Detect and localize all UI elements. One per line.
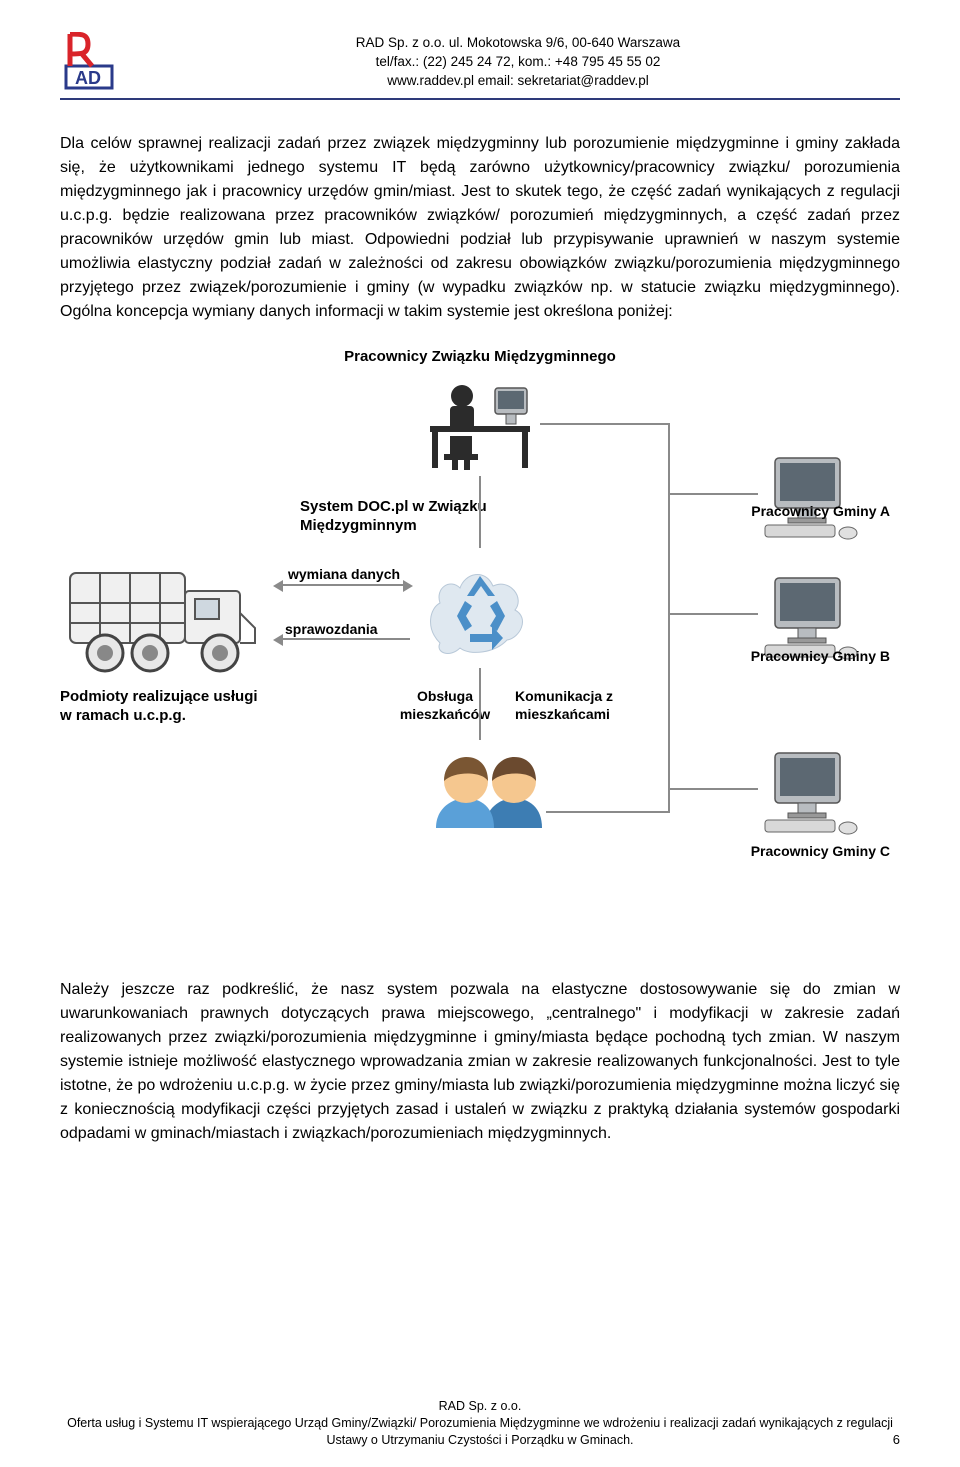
computer-c-icon — [760, 748, 860, 842]
header-contact: RAD Sp. z o.o. ul. Mokotowska 9/6, 00-64… — [136, 32, 900, 91]
komunikacja-label: Komunikacja z mieszkańcami — [515, 688, 635, 723]
sprawozdania-label: sprawozdania — [285, 621, 378, 639]
computer-a-icon — [760, 453, 860, 547]
wymiana-label: wymiana danych — [288, 566, 400, 584]
diagram-title: Pracownicy Związku Międzygminnego — [60, 348, 900, 367]
connector — [280, 584, 410, 586]
connector — [479, 476, 481, 548]
footer-line2: Oferta usług i Systemu IT wspierającego … — [60, 1415, 900, 1432]
recycle-map-icon — [415, 548, 545, 672]
residents-icon — [430, 743, 550, 837]
desk-worker-icon — [420, 378, 540, 477]
page-number: 6 — [893, 1431, 900, 1449]
gmina-c-label: Pracownicy Gminy C — [730, 843, 890, 861]
gmina-b-label: Pracownicy Gminy B — [730, 648, 890, 666]
connector — [540, 423, 670, 425]
document-header: AD RAD Sp. z o.o. ul. Mokotowska 9/6, 00… — [60, 32, 900, 92]
connector — [668, 493, 758, 495]
concept-diagram: Pracownicy Związku Międzygminnego System… — [60, 348, 900, 908]
header-phone: tel/fax.: (22) 245 24 72, kom.: +48 795 … — [136, 53, 900, 72]
connector — [668, 423, 670, 813]
paragraph-2: Należy jeszcze raz podkreślić, że nasz s… — [60, 978, 900, 1146]
footer-company: RAD Sp. z o.o. — [60, 1398, 900, 1415]
truck-icon — [60, 543, 275, 687]
connector — [479, 668, 481, 740]
connector — [280, 638, 410, 640]
system-label: System DOC.pl w Związku Międzygminnym — [300, 498, 490, 536]
svg-text:AD: AD — [75, 68, 101, 88]
page-footer: RAD Sp. z o.o. Oferta usług i Systemu IT… — [60, 1398, 900, 1449]
arrow-right-icon — [403, 579, 415, 596]
connector — [546, 811, 670, 813]
connector — [668, 613, 758, 615]
header-address: RAD Sp. z o.o. ul. Mokotowska 9/6, 00-64… — [136, 34, 900, 53]
paragraph-1: Dla celów sprawnej realizacji zadań prze… — [60, 132, 900, 324]
header-web: www.raddev.pl email: sekretariat@raddev.… — [136, 72, 900, 91]
footer-line3: Ustawy o Utrzymaniu Czystości i Porządku… — [60, 1432, 900, 1449]
podmioty-label: Podmioty realizujące usługi w ramach u.c… — [60, 688, 270, 726]
connector — [668, 788, 758, 790]
header-divider — [60, 98, 900, 100]
gmina-a-label: Pracownicy Gminy A — [730, 503, 890, 521]
company-logo: AD — [60, 32, 120, 92]
